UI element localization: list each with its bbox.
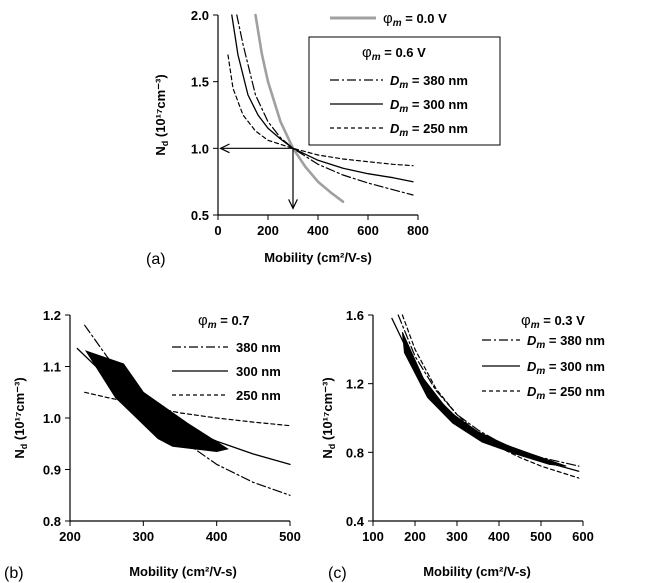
panel-b-x-tick-label: 300 bbox=[132, 529, 154, 544]
panel-b-y-tick-label: 0.8 bbox=[43, 514, 61, 529]
panel-b-legend-label-300nm: 300 nm bbox=[236, 364, 281, 379]
panel-b-label: (b) bbox=[4, 565, 24, 582]
panel-b-legend-label-250nm: 250 nm bbox=[236, 388, 281, 403]
legend-label-380nm: Dm = 380 nm bbox=[390, 73, 468, 91]
panel-c-y-tick-label: 1.6 bbox=[346, 308, 364, 323]
legend-box-title: φm = 0.6 V bbox=[362, 44, 426, 63]
panel-c-x-tick-label: 300 bbox=[446, 529, 468, 544]
panel-b-legend-label-380nm: 380 nm bbox=[236, 340, 281, 355]
panel-a-x-tick-label: 200 bbox=[257, 223, 279, 238]
panel-a-x-tick-label: 0 bbox=[214, 223, 221, 238]
panel-a-y-tick-label: 0.5 bbox=[191, 208, 209, 223]
panel-a-x-tick-label: 800 bbox=[407, 223, 429, 238]
panel-b-y-tick-label: 1.0 bbox=[43, 411, 61, 426]
panel-a-x-tick-label: 400 bbox=[307, 223, 329, 238]
panel-b-series-solid-line bbox=[76, 347, 291, 466]
panel-b-y-tick-label: 1.2 bbox=[43, 308, 61, 323]
panel-b-series-dashed-line bbox=[84, 391, 291, 427]
panel-a-y-axis-label: Nd (10¹⁷cm⁻³) bbox=[153, 74, 170, 155]
panel-c-series-dashdot-line bbox=[397, 314, 580, 467]
panel-a-x-axis-label: Mobility (cm²/V-s) bbox=[264, 250, 372, 265]
panel-b: 200 300 400 500 0.8 0.9 1.0 1.1 1.2 Mobility (c… bbox=[4, 308, 301, 582]
panel-c-series-dashed-line bbox=[401, 314, 580, 479]
panel-a-series-solid-line bbox=[231, 14, 414, 183]
panel-b-x-tick-label: 500 bbox=[279, 529, 301, 544]
panel-b-y-axis-label: Nd (10¹⁷cm⁻³) bbox=[12, 377, 29, 458]
legend-label-300nm: Dm = 300 nm bbox=[390, 97, 468, 115]
panel-c-x-tick-label: 100 bbox=[362, 529, 384, 544]
panel-c-y-axis-label: Nd (10¹⁷cm⁻³) bbox=[320, 377, 337, 458]
panel-a-y-tick-label: 2.0 bbox=[191, 8, 209, 23]
legend-label-250nm: Dm = 250 nm bbox=[390, 121, 468, 139]
panel-a-arrow-head bbox=[219, 143, 230, 154]
panel-c-legend-title: φm = 0.3 V bbox=[521, 312, 585, 331]
panel-b-x-tick-label: 200 bbox=[59, 529, 81, 544]
panel-b-legend-title: φm = 0.7 bbox=[198, 312, 250, 331]
legend-label-phi-0v: φm = 0.0 V bbox=[383, 10, 447, 29]
panel-c-legend-label-380nm: Dm = 380 nm bbox=[527, 333, 605, 351]
panel-b-x-tick-label: 400 bbox=[206, 529, 228, 544]
panel-a-y-tick-label: 1.5 bbox=[191, 75, 209, 90]
panel-c-x-tick-label: 400 bbox=[488, 529, 510, 544]
panel-b-solution-region bbox=[84, 350, 229, 452]
panel-b-y-tick-label: 0.9 bbox=[43, 463, 61, 478]
panel-a-arrow-head bbox=[288, 199, 298, 210]
panel-c-legend-label-300nm: Dm = 300 nm bbox=[527, 359, 605, 377]
panel-b-y-tick-label: 1.1 bbox=[43, 360, 61, 375]
panel-a-x-tick-label: 600 bbox=[357, 223, 379, 238]
panel-c-x-tick-label: 500 bbox=[530, 529, 552, 544]
panel-b-series-dashdot-line bbox=[84, 324, 291, 496]
panel-c-y-tick-label: 0.4 bbox=[346, 514, 365, 529]
panel-a-y-tick-label: 1.0 bbox=[191, 141, 209, 156]
panel-a-series-dashed-line bbox=[227, 54, 414, 167]
panel-c-legend-label-250nm: Dm = 250 nm bbox=[527, 384, 605, 402]
panel-c-x-tick-label: 600 bbox=[572, 529, 594, 544]
panel-a: 0 200 400 600 800 0.5 1.0 1.5 2.0 Mobility (cm²… bbox=[146, 8, 501, 268]
legend-box bbox=[308, 36, 501, 146]
panel-b-x-axis-label: Mobility (cm²/V-s) bbox=[129, 564, 237, 579]
panel-c-y-tick-label: 1.2 bbox=[346, 377, 364, 392]
panel-c-label: (c) bbox=[328, 565, 347, 582]
panel-c-x-axis-label: Mobility (cm²/V-s) bbox=[423, 564, 531, 579]
panel-c-y-tick-label: 0.8 bbox=[346, 445, 364, 460]
panel-a-label: (a) bbox=[146, 251, 166, 268]
panel-c: 100 200 300 400 500 600 0.4 0.8 1.2 1.6 Mobility… bbox=[320, 308, 605, 582]
panel-c-x-tick-label: 200 bbox=[404, 529, 426, 544]
